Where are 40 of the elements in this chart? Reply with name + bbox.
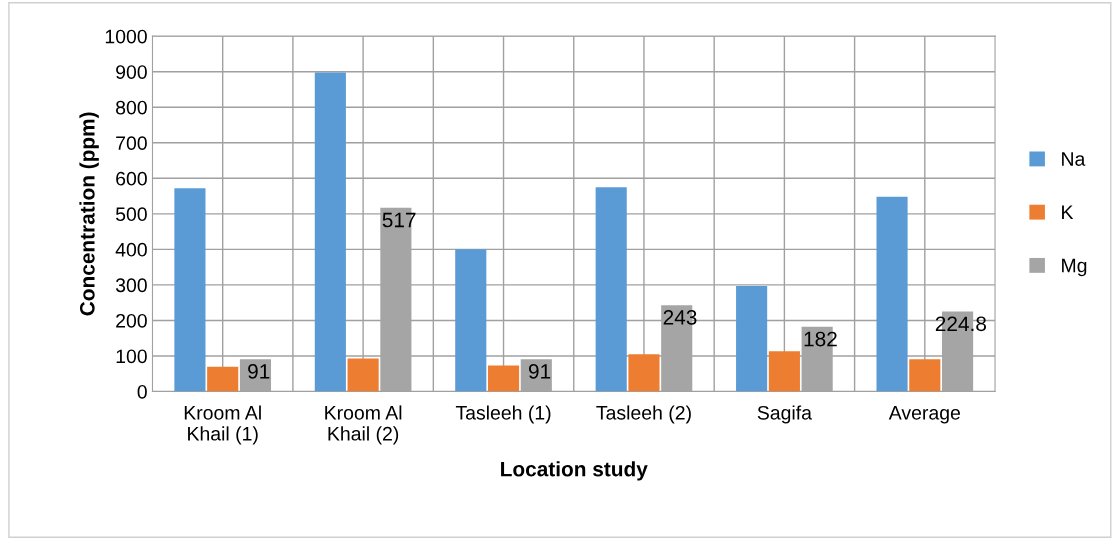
y-axis-title: Concentration (ppm): [79, 112, 99, 316]
data-label: 517: [382, 212, 416, 228]
y-tick-label: 1000: [105, 29, 147, 44]
x-tick-label: Kroom Al Khail (2): [325, 405, 402, 445]
y-tick-label: 200: [116, 313, 147, 328]
y-tick-label: 100: [116, 349, 147, 364]
y-tick-label: 400: [115, 242, 147, 257]
data-label: 182: [804, 331, 837, 347]
legend-label: Na: [1062, 152, 1086, 166]
y-tick-label: 800: [116, 100, 147, 115]
y-tick-label: 300: [115, 278, 147, 293]
x-tick-label: Sagifa: [757, 405, 812, 424]
x-tick-label: Kroom Al Khail (1): [184, 405, 261, 445]
x-tick-label: Tasleeh (1): [455, 405, 551, 424]
x-axis-title: Location study: [501, 461, 648, 481]
data-label: 91: [248, 363, 270, 379]
legend-label: K: [1062, 205, 1074, 219]
bar: [314, 72, 346, 392]
bar: [487, 365, 520, 392]
data-label: 243: [663, 309, 697, 325]
y-tick-label: 500: [115, 207, 147, 222]
data-label: 224.8: [935, 316, 987, 332]
bar: [909, 359, 941, 392]
data-label: 91: [528, 363, 551, 379]
bar: [736, 285, 768, 392]
bar: [455, 249, 487, 392]
bar: [876, 196, 908, 392]
bar: [628, 354, 660, 392]
legend-label: Mg: [1062, 258, 1087, 277]
bar: [347, 358, 379, 392]
y-tick-label: 600: [116, 171, 147, 186]
bar: [595, 187, 627, 392]
bar: [768, 351, 800, 392]
x-tick-label: Tasleeh (2): [596, 405, 691, 424]
y-tick-label: 0: [137, 384, 147, 399]
bar: [207, 366, 239, 392]
x-tick-label: Average: [888, 406, 960, 424]
y-tick-label: 700: [116, 136, 147, 151]
y-tick-label: 900: [116, 65, 147, 79]
bar: [174, 188, 206, 392]
